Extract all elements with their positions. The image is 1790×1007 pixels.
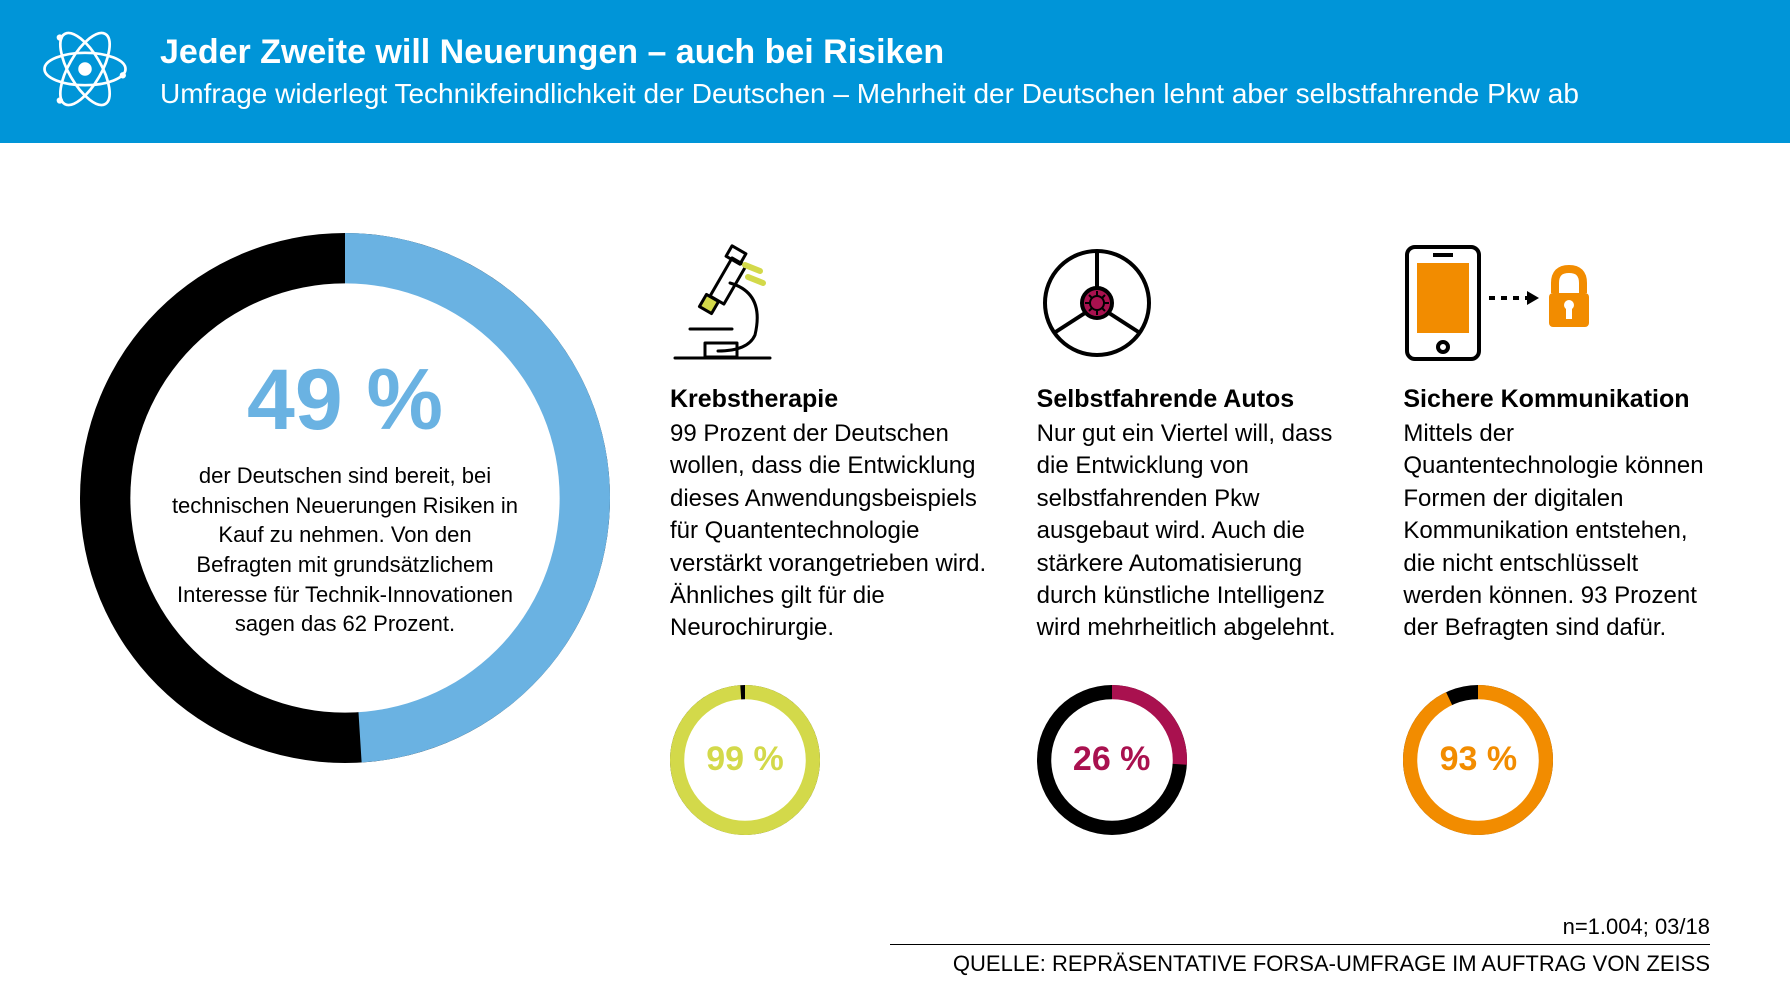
panel-sichere-kommunikation: Sichere Kommunikation Mittels der Quante…	[1403, 233, 1720, 835]
panel-body: Nur gut ein Viertel will, dass die Entwi…	[1037, 418, 1354, 645]
microscope-icon	[670, 233, 987, 363]
panel-pct-label: 26 %	[1037, 685, 1187, 835]
panel-body: 99 Prozent der Deutschen wollen, dass di…	[670, 418, 987, 645]
panel-body: Mittels der Quantentechnologie können Fo…	[1403, 418, 1720, 645]
steering-wheel-icon	[1037, 233, 1354, 363]
panel-donut-chart: 26 %	[1037, 685, 1187, 835]
atom-icon	[40, 24, 130, 119]
footer: n=1.004; 03/18 QUELLE: REPRÄSENTATIVE FO…	[890, 914, 1710, 977]
panel-krebstherapie: Krebstherapie 99 Prozent der Deutschen w…	[670, 233, 987, 835]
panel-donut-chart: 99 %	[670, 685, 820, 835]
main-description: der Deutschen sind bereit, bei technisch…	[170, 461, 520, 639]
header-title: Jeder Zweite will Neuerungen – auch bei …	[160, 33, 1579, 72]
panels-row: Krebstherapie 99 Prozent der Deutschen w…	[670, 233, 1720, 835]
header-banner: Jeder Zweite will Neuerungen – auch bei …	[0, 0, 1790, 143]
panel-selbstfahrende-autos: Selbstfahrende Autos Nur gut ein Viertel…	[1037, 233, 1354, 835]
main-donut-chart: 49 % der Deutschen sind bereit, bei tech…	[80, 233, 610, 763]
main-donut-center: 49 % der Deutschen sind bereit, bei tech…	[80, 233, 610, 763]
content-area: 49 % der Deutschen sind bereit, bei tech…	[0, 143, 1790, 875]
panel-title: Sichere Kommunikation	[1403, 385, 1720, 414]
panel-pct-label: 99 %	[670, 685, 820, 835]
footer-note: n=1.004; 03/18	[890, 914, 1710, 940]
header-text: Jeder Zweite will Neuerungen – auch bei …	[160, 33, 1579, 110]
main-pct-label: 49 %	[247, 357, 443, 443]
secure-phone-icon	[1403, 233, 1720, 363]
panel-title: Selbstfahrende Autos	[1037, 385, 1354, 414]
panel-title: Krebstherapie	[670, 385, 987, 414]
footer-source: QUELLE: REPRÄSENTATIVE FORSA-UMFRAGE IM …	[890, 951, 1710, 977]
panel-pct-label: 93 %	[1403, 685, 1553, 835]
panel-donut-chart: 93 %	[1403, 685, 1553, 835]
header-subtitle: Umfrage widerlegt Technikfeindlichkeit d…	[160, 78, 1579, 110]
